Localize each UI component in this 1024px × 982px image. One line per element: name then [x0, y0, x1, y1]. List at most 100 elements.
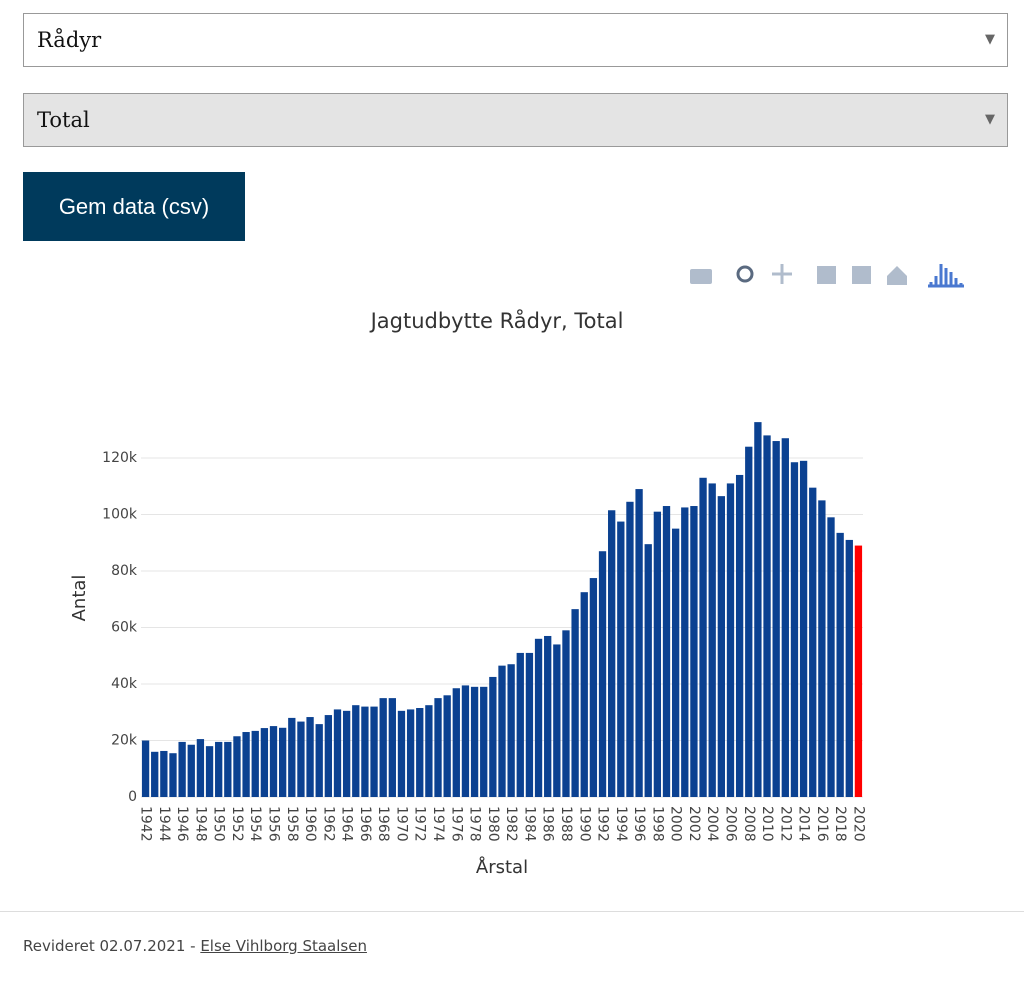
bar [845, 539, 853, 797]
bar [224, 741, 232, 797]
chart-title: Jagtudbytte Rådyr, Total [369, 308, 624, 333]
bar [333, 709, 342, 797]
bar [498, 665, 506, 797]
bar [434, 698, 442, 797]
x-tick-label: 1998 [649, 806, 665, 842]
toolbar [690, 264, 964, 288]
x-tick-label: 2012 [777, 806, 793, 842]
bar [799, 460, 808, 797]
bar [790, 462, 799, 797]
x-tick-label: 2002 [686, 806, 702, 842]
x-tick-label: 2014 [796, 806, 812, 842]
x-tick-label: 1960 [302, 806, 318, 842]
x-tick-label: 1968 [375, 806, 391, 842]
x-tick-label: 1964 [339, 806, 355, 842]
x-tick-label: 1990 [576, 806, 592, 842]
region-select[interactable]: Total ▼ [23, 93, 1008, 147]
bar [763, 435, 771, 797]
bar [818, 500, 826, 797]
download-button[interactable]: Gem data (csv) [23, 172, 245, 241]
bar [196, 739, 205, 797]
home-icon[interactable] [887, 266, 907, 285]
footer: Revideret 02.07.2021 - Else Vihlborg Sta… [23, 937, 367, 955]
bar [187, 744, 195, 797]
bar [516, 652, 524, 797]
zoom-in-icon[interactable] [817, 266, 836, 284]
bar [608, 510, 616, 797]
pan-icon[interactable] [772, 264, 792, 284]
x-tick-label: 1946 [174, 806, 190, 842]
y-tick-label: 40k [111, 676, 138, 692]
select-value: Rådyr [37, 28, 102, 52]
y-tick-label: 80k [111, 563, 138, 579]
x-tick-label: 1966 [357, 806, 373, 842]
select-arrow: ▼ [985, 112, 995, 127]
bar [726, 483, 735, 797]
x-tick-label: 1986 [540, 806, 556, 842]
bar [370, 706, 378, 797]
x-tick-label: 1950 [211, 806, 227, 842]
bar [416, 708, 424, 797]
bar [717, 496, 725, 797]
bar [379, 698, 387, 797]
x-tick-label: 2008 [741, 806, 757, 842]
x-tick-label: 1992 [595, 806, 611, 842]
bar [324, 715, 333, 797]
bar [690, 506, 698, 797]
x-tick-label: 1956 [266, 806, 282, 842]
bar [562, 630, 570, 797]
x-tick-label: 1988 [558, 806, 574, 842]
x-tick-label: 1954 [247, 806, 263, 842]
bar [361, 706, 369, 797]
x-tick-label: 1976 [448, 806, 464, 842]
bar [425, 705, 433, 797]
bar [781, 438, 789, 797]
bar [306, 717, 314, 797]
x-tick-label: 2016 [814, 806, 830, 842]
bar [626, 501, 634, 797]
logo-icon [928, 264, 964, 288]
chart: Jagtudbytte Rådyr, Total Årstal Antal 0 2… [69, 264, 964, 878]
y-tick-label: 120k [102, 450, 138, 466]
x-tick-label: 2020 [850, 806, 866, 842]
species-select[interactable]: Rådyr ▼ [23, 13, 1008, 67]
bar [269, 726, 278, 797]
bar [260, 728, 269, 797]
x-tick-label: 1942 [138, 806, 154, 842]
bar [635, 489, 643, 797]
y-tick-label: 0 [128, 789, 137, 805]
bar [315, 724, 323, 797]
bar [745, 446, 753, 797]
revised-text: Revideret 02.07.2021 - [23, 937, 201, 955]
bar [681, 507, 689, 797]
bar [836, 532, 844, 797]
bar [735, 474, 744, 797]
bar [644, 544, 652, 797]
x-tick-label: 2004 [704, 806, 720, 842]
x-tick-label: 2000 [668, 806, 684, 842]
zoom-out-icon[interactable] [852, 266, 871, 284]
bar [617, 521, 625, 797]
bar [297, 721, 305, 797]
zoom-icon[interactable] [736, 265, 754, 283]
bar [141, 740, 150, 797]
bar [443, 695, 451, 797]
bar [708, 483, 716, 797]
bar [589, 578, 598, 797]
camera-icon[interactable] [690, 269, 712, 284]
author-link[interactable]: Else Vihlborg Staalsen [200, 937, 367, 955]
x-axis-title: Årstal [476, 856, 528, 878]
y-tick-label: 20k [111, 733, 138, 749]
x-tick-label: 1984 [521, 806, 537, 842]
bar [507, 664, 515, 797]
bar [342, 710, 351, 797]
bar [151, 751, 159, 797]
bar [598, 551, 607, 797]
x-tick-label: 1994 [613, 806, 629, 842]
bar [571, 609, 579, 797]
bar [288, 717, 296, 797]
x-tick-label: 1970 [393, 806, 409, 842]
bar [809, 487, 817, 797]
bar [352, 705, 360, 797]
